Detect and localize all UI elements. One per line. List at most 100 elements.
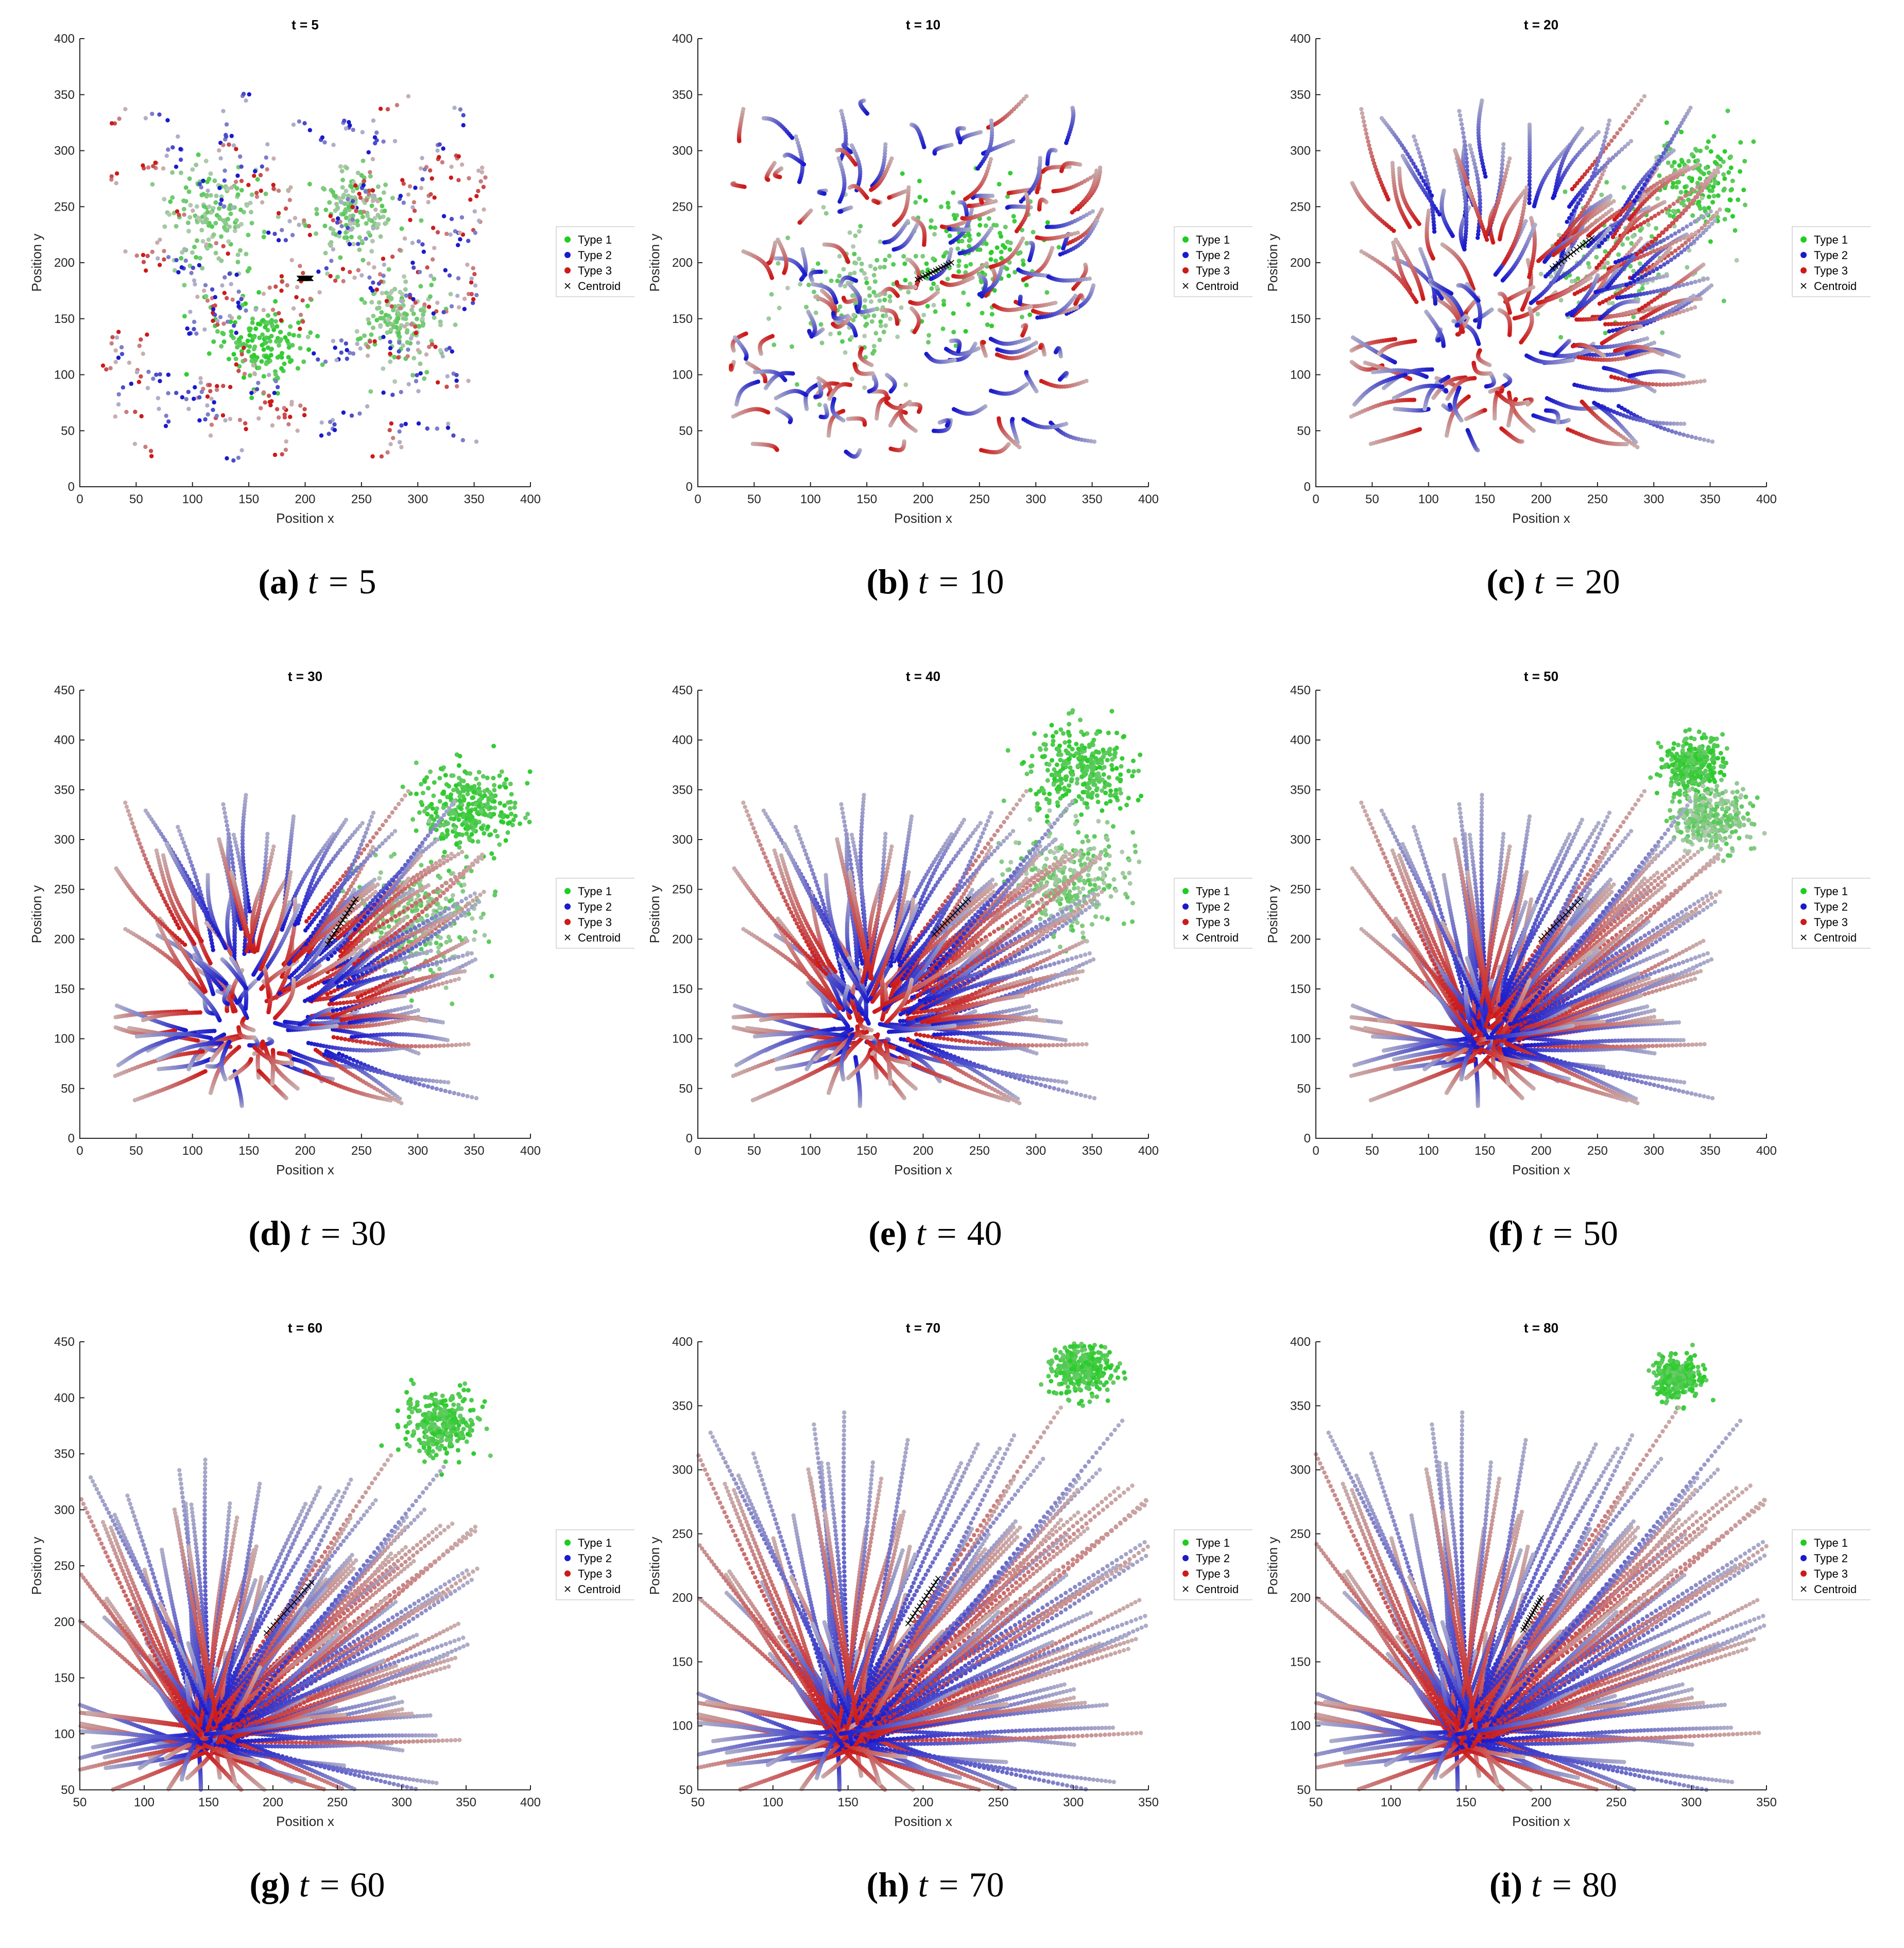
point-type3: [1021, 277, 1025, 281]
point-type1: [1694, 148, 1699, 153]
x-tick-label: 200: [913, 492, 933, 506]
legend-label: Type 3: [1196, 264, 1230, 277]
point-type2: [944, 347, 948, 351]
point-type3: [298, 327, 302, 331]
point-type3: [277, 189, 281, 193]
point-type2: [417, 421, 421, 425]
point-type2: [397, 430, 401, 434]
point-type2: [316, 269, 320, 274]
point-type1: [225, 228, 229, 233]
point-type3: [435, 301, 439, 305]
point-type2: [165, 153, 169, 158]
point-type2: [443, 268, 448, 272]
point-type2: [346, 197, 350, 201]
legend-marker: [1182, 236, 1189, 243]
point-type1: [878, 240, 883, 244]
point-type1: [869, 299, 873, 304]
point-type1: [873, 279, 878, 284]
point-type3: [133, 442, 137, 446]
point-type1: [1730, 179, 1735, 183]
point-type3: [254, 191, 259, 195]
point-type1: [278, 330, 283, 334]
point-type1: [1738, 140, 1743, 145]
point-type1: [315, 334, 320, 338]
point-type3: [331, 218, 335, 222]
x-axis-label: Position x: [276, 510, 334, 526]
point-type3: [737, 139, 741, 143]
point-type3: [400, 178, 404, 182]
point-type1: [306, 347, 311, 352]
point-type3: [842, 296, 846, 300]
point-type3: [406, 94, 410, 98]
point-type2: [1016, 267, 1020, 271]
point-type1: [873, 331, 878, 335]
point-type3: [116, 330, 121, 334]
point-type1: [379, 310, 384, 315]
point-type2: [220, 283, 224, 287]
point-type3: [271, 183, 276, 187]
y-tick-label: 350: [54, 88, 75, 102]
point-type2: [797, 180, 801, 184]
point-type1: [269, 353, 273, 357]
point-type2: [265, 142, 269, 146]
point-type2: [1027, 258, 1032, 262]
point-type1: [378, 324, 383, 329]
point-type3: [226, 251, 230, 255]
point-type1: [851, 244, 855, 249]
point-type2: [853, 333, 857, 337]
point-type2: [810, 334, 814, 338]
point-type2: [234, 272, 238, 277]
point-type2: [192, 397, 196, 401]
point-type3: [353, 183, 357, 187]
point-type2: [832, 397, 836, 401]
point-type2: [356, 242, 360, 246]
point-type2: [256, 381, 260, 385]
point-type2: [180, 265, 184, 269]
point-type2: [157, 112, 161, 116]
point-type2: [335, 220, 339, 225]
point-type1: [1011, 214, 1016, 218]
point-type1: [226, 217, 230, 221]
point-type1: [403, 280, 408, 284]
point-type1: [327, 200, 332, 205]
point-type3: [908, 300, 912, 304]
point-type1: [946, 277, 950, 281]
y-tick-label: 250: [54, 200, 75, 214]
point-type2: [1058, 252, 1062, 257]
point-type2: [888, 389, 893, 394]
point-type1: [1044, 290, 1049, 295]
point-type2: [234, 331, 238, 335]
point-type2: [222, 178, 227, 182]
point-type1: [990, 312, 994, 317]
point-type3: [133, 409, 137, 414]
point-type2: [975, 166, 980, 170]
point-type2: [232, 323, 236, 328]
point-type1: [205, 210, 210, 214]
point-type1: [286, 355, 291, 360]
point-type1: [1007, 247, 1012, 252]
point-type3: [963, 197, 967, 201]
point-type3: [398, 248, 402, 252]
point-type1: [204, 159, 209, 163]
point-type1: [380, 291, 385, 296]
legend-label: Type 2: [1196, 249, 1230, 262]
point-type2: [461, 113, 466, 117]
point-type2: [272, 232, 277, 236]
point-type3: [1038, 346, 1042, 350]
point-type3: [1014, 300, 1018, 304]
point-type2: [239, 297, 243, 301]
point-type1: [368, 233, 372, 237]
point-type3: [380, 454, 384, 458]
point-type2: [819, 270, 823, 274]
x-tick-label: 400: [520, 492, 541, 506]
point-type3: [372, 265, 376, 269]
point-type3: [389, 304, 393, 309]
point-type3: [204, 243, 209, 247]
point-type1: [888, 299, 893, 303]
point-type2: [933, 151, 937, 156]
point-type3: [888, 447, 893, 451]
point-type1: [376, 184, 381, 189]
point-type2: [477, 219, 481, 223]
point-type1: [1704, 166, 1708, 170]
point-type1: [238, 208, 243, 212]
